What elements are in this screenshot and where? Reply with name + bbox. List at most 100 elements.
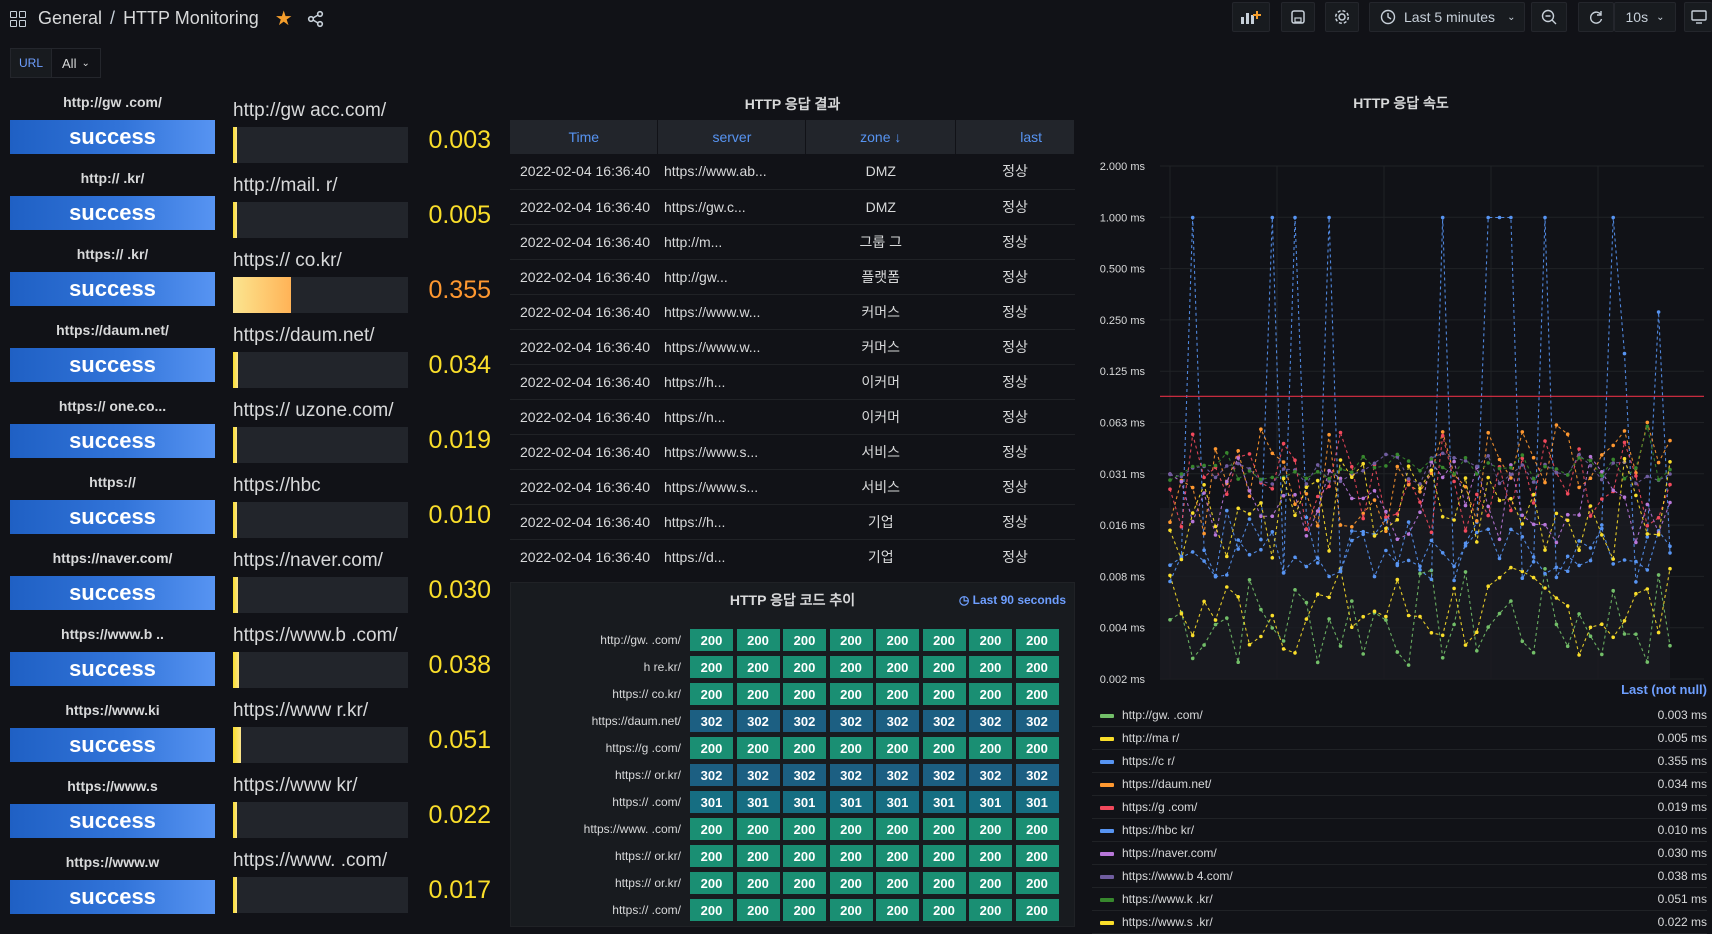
data-point xyxy=(1338,644,1343,648)
data-point xyxy=(1668,643,1672,648)
column-header-server[interactable]: server xyxy=(657,120,807,154)
data-point xyxy=(1315,561,1320,565)
data-point xyxy=(1259,501,1263,505)
status-code-cell: 200 xyxy=(783,656,826,678)
legend-item[interactable]: https://naver.com/0.030 ms xyxy=(1092,842,1707,865)
cell-server: https://h... xyxy=(657,364,806,400)
gauge-fill xyxy=(233,652,239,688)
data-point xyxy=(1440,451,1445,456)
y-tick-label: 0.063 ms xyxy=(1100,418,1146,430)
status-value: success xyxy=(10,576,215,610)
data-point xyxy=(1429,538,1434,543)
response-time-chart: 2.000 ms 1.000 ms 0.500 ms 0.250 ms 0.125 ms… xyxy=(1100,161,1704,705)
legend-swatch xyxy=(1100,806,1114,810)
data-point xyxy=(1406,520,1411,524)
data-point xyxy=(1418,469,1422,473)
column-header-time[interactable]: Time xyxy=(510,120,659,154)
code-row-url: https:// or.kr/ xyxy=(614,849,681,863)
bar-gauge: https:// uzone.com/0.019 xyxy=(233,392,493,467)
data-point xyxy=(1429,631,1434,635)
data-point xyxy=(1270,514,1275,518)
refresh-interval-picker[interactable]: 10s ⌄ xyxy=(1614,2,1676,32)
data-point xyxy=(1622,476,1627,481)
star-icon[interactable]: ★ xyxy=(274,8,293,30)
status-code-cell: 302 xyxy=(1015,764,1059,786)
data-point xyxy=(1463,476,1468,480)
code-row-url: https://daum.net/ xyxy=(591,714,681,728)
data-point xyxy=(1361,529,1365,534)
gauge-fill xyxy=(233,877,237,913)
cell-server: https://n... xyxy=(657,399,806,435)
legend-series-last: 0.038 ms xyxy=(1657,869,1707,883)
data-point xyxy=(1259,477,1263,482)
url-variable-select[interactable]: All ⌄ xyxy=(52,48,101,78)
status-code-cell: 302 xyxy=(736,710,780,732)
data-point xyxy=(1509,215,1513,220)
data-point xyxy=(1440,633,1445,638)
status-value: success xyxy=(10,652,215,686)
data-point xyxy=(1315,478,1320,483)
code-row-url: https:// .com/ xyxy=(612,795,681,809)
data-point xyxy=(1350,599,1354,603)
add-panel-button[interactable] xyxy=(1232,2,1270,32)
data-point xyxy=(1656,310,1661,314)
dashboards-grid-icon[interactable] xyxy=(10,10,26,27)
share-icon[interactable] xyxy=(307,10,325,28)
legend-item[interactable]: https://hbc kr/0.010 ms xyxy=(1092,819,1707,842)
breadcrumb-folder[interactable]: General xyxy=(38,8,103,28)
data-point xyxy=(1622,632,1627,636)
data-point xyxy=(1190,550,1195,554)
gauge-value: 0.022 xyxy=(428,801,491,829)
legend-series-last: 0.019 ms xyxy=(1657,800,1707,814)
refresh-button[interactable] xyxy=(1578,2,1614,32)
view-mode-button[interactable] xyxy=(1684,2,1712,32)
status-code-cell: 302 xyxy=(969,764,1012,786)
legend-item[interactable]: https://c r/0.355 ms xyxy=(1092,750,1707,773)
data-point xyxy=(1304,600,1309,605)
save-dashboard-button[interactable] xyxy=(1281,2,1315,32)
y-tick-label: 0.125 ms xyxy=(1100,366,1146,378)
column-header-zone[interactable]: zone ↓ xyxy=(805,120,957,154)
legend-item[interactable]: https://www.s .kr/0.022 ms xyxy=(1092,911,1707,934)
zoom-out-button[interactable] xyxy=(1531,2,1567,32)
data-point xyxy=(1247,469,1252,473)
data-point xyxy=(1531,522,1536,527)
data-point xyxy=(1645,568,1650,572)
legend-series-name: https://naver.com/ xyxy=(1122,846,1217,860)
data-point xyxy=(1497,481,1502,486)
legend-item[interactable]: https://www.b 4.com/0.038 ms xyxy=(1092,865,1707,888)
data-point xyxy=(1668,500,1672,505)
data-point xyxy=(1236,449,1240,453)
data-point xyxy=(1304,476,1309,481)
status-code-cell: 302 xyxy=(1015,710,1059,732)
status-code-cell: 302 xyxy=(922,710,966,732)
data-point xyxy=(1486,625,1490,629)
data-point xyxy=(1611,557,1615,561)
data-point xyxy=(1225,616,1229,620)
column-header-last[interactable]: last xyxy=(955,120,1075,154)
data-point xyxy=(1338,467,1343,471)
data-point xyxy=(1372,574,1377,579)
data-point xyxy=(1225,554,1229,559)
data-point xyxy=(1202,548,1206,552)
legend-item[interactable]: https://g .com/0.019 ms xyxy=(1092,796,1707,819)
legend-item[interactable]: http://gw. .com/0.003 ms xyxy=(1092,704,1707,727)
data-point xyxy=(1463,544,1468,548)
legend-header[interactable]: Last (not null) xyxy=(1621,682,1707,697)
settings-button[interactable] xyxy=(1325,2,1359,32)
stat-panel: https:// success xyxy=(10,472,215,548)
data-point xyxy=(1565,432,1570,437)
legend-item[interactable]: http://ma r/0.005 ms xyxy=(1092,727,1707,750)
time-range-picker[interactable]: Last 5 minutes ⌄ xyxy=(1369,2,1525,32)
dashboard-title[interactable]: HTTP Monitoring xyxy=(123,8,259,28)
data-point xyxy=(1247,512,1252,516)
data-point xyxy=(1179,479,1184,484)
cell-zone: DMZ xyxy=(805,189,956,225)
data-point xyxy=(1622,619,1627,623)
data-point xyxy=(1577,563,1581,568)
clock-icon xyxy=(1380,9,1396,25)
legend-item[interactable]: https://www.k .kr/0.051 ms xyxy=(1092,888,1707,911)
legend-item[interactable]: https://daum.net/0.034 ms xyxy=(1092,773,1707,796)
cell-last: 정상 xyxy=(955,539,1075,568)
legend-series-last: 0.003 ms xyxy=(1657,708,1707,722)
